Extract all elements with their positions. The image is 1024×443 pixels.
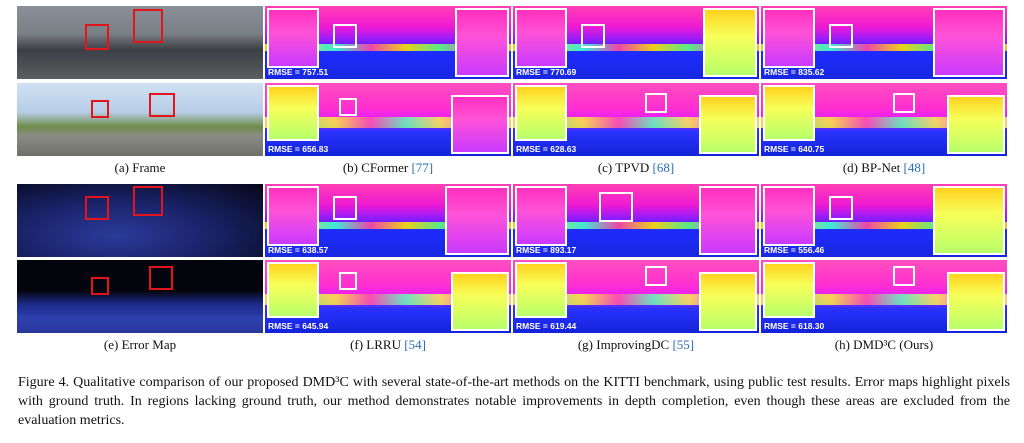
caption-tpvd: (c) TPVD [68] bbox=[597, 160, 675, 175]
figure-caption: Figure 4. Qualitative comparison of our … bbox=[18, 375, 1010, 428]
zoom-region bbox=[829, 24, 853, 48]
caption-bpnet: (d) BP-Net [48] bbox=[842, 160, 926, 175]
error-map-top bbox=[17, 184, 263, 257]
highlight-box bbox=[149, 93, 175, 117]
zoom-region bbox=[339, 98, 357, 116]
depth-map-top: RMSE = 835.62 bbox=[761, 6, 1007, 79]
highlight-box bbox=[133, 186, 163, 216]
zoom-inset bbox=[445, 186, 509, 255]
zoom-inset bbox=[933, 8, 1005, 77]
depth-map-bottom: RMSE = 640.75 bbox=[761, 83, 1007, 156]
zoom-inset bbox=[763, 8, 815, 68]
zoom-region bbox=[339, 272, 357, 290]
depth-map-top: RMSE = 638.57 bbox=[265, 184, 511, 257]
zoom-inset bbox=[763, 85, 815, 141]
caption-frame: (a) Frame bbox=[114, 160, 166, 175]
zoom-region bbox=[645, 93, 667, 113]
caption-error-map: (e) Error Map bbox=[103, 337, 177, 352]
highlight-box bbox=[85, 24, 109, 50]
caption-cformer: (b) CFormer [77] bbox=[342, 160, 434, 175]
error-map-bottom bbox=[17, 260, 263, 333]
caption-dmd3c: (h) DMD³C (Ours) bbox=[834, 337, 934, 352]
highlight-box bbox=[133, 9, 163, 43]
zoom-inset bbox=[933, 186, 1005, 255]
rmse-label: RMSE = 757.51 bbox=[268, 67, 329, 77]
zoom-region bbox=[893, 266, 915, 286]
highlight-box bbox=[149, 266, 173, 290]
zoom-region bbox=[333, 196, 357, 220]
rmse-label: RMSE = 619.44 bbox=[516, 321, 577, 331]
depth-map-bottom: RMSE = 645.94 bbox=[265, 260, 511, 333]
zoom-inset bbox=[763, 262, 815, 318]
citation-link[interactable]: [68] bbox=[652, 160, 675, 175]
depth-map-bottom: RMSE = 619.44 bbox=[513, 260, 759, 333]
rmse-label: RMSE = 770.69 bbox=[516, 67, 577, 77]
zoom-region bbox=[829, 196, 853, 220]
zoom-inset bbox=[455, 8, 509, 77]
zoom-inset bbox=[515, 85, 567, 141]
rmse-label: RMSE = 638.57 bbox=[268, 245, 329, 255]
depth-map-bottom: RMSE = 628.63 bbox=[513, 83, 759, 156]
highlight-box bbox=[91, 100, 109, 118]
zoom-inset bbox=[267, 8, 319, 68]
depth-map-top: RMSE = 556.46 bbox=[761, 184, 1007, 257]
rmse-label: RMSE = 628.63 bbox=[516, 144, 577, 154]
zoom-inset bbox=[947, 272, 1005, 331]
citation-link[interactable]: [48] bbox=[903, 160, 926, 175]
depth-map-top: RMSE = 893.17 bbox=[513, 184, 759, 257]
zoom-region bbox=[581, 24, 605, 48]
zoom-inset bbox=[515, 262, 567, 318]
zoom-inset bbox=[703, 8, 757, 77]
frame-image-top bbox=[17, 6, 263, 79]
zoom-inset bbox=[515, 186, 567, 246]
highlight-box bbox=[91, 277, 109, 295]
zoom-inset bbox=[267, 186, 319, 246]
rmse-label: RMSE = 656.83 bbox=[268, 144, 329, 154]
zoom-region bbox=[599, 192, 633, 222]
rmse-label: RMSE = 645.94 bbox=[268, 321, 329, 331]
citation-link[interactable]: [55] bbox=[672, 337, 695, 352]
rmse-label: RMSE = 556.46 bbox=[764, 245, 825, 255]
zoom-inset bbox=[451, 95, 509, 154]
zoom-inset bbox=[515, 8, 567, 68]
zoom-inset bbox=[699, 95, 757, 154]
caption-improvingdc: (g) ImprovingDC [55] bbox=[577, 337, 695, 352]
citation-link[interactable]: [77] bbox=[411, 160, 434, 175]
rmse-label: RMSE = 893.17 bbox=[516, 245, 577, 255]
zoom-inset bbox=[451, 272, 509, 331]
rmse-label: RMSE = 640.75 bbox=[764, 144, 825, 154]
highlight-box bbox=[85, 196, 109, 220]
depth-map-top: RMSE = 757.51 bbox=[265, 6, 511, 79]
citation-link[interactable]: [54] bbox=[404, 337, 426, 352]
zoom-inset bbox=[699, 186, 757, 255]
depth-map-top: RMSE = 770.69 bbox=[513, 6, 759, 79]
zoom-inset bbox=[699, 272, 757, 331]
rmse-label: RMSE = 618.30 bbox=[764, 321, 825, 331]
frame-image-bottom bbox=[17, 83, 263, 156]
zoom-inset bbox=[267, 85, 319, 141]
depth-map-bottom: RMSE = 618.30 bbox=[761, 260, 1007, 333]
zoom-inset bbox=[763, 186, 815, 246]
zoom-region bbox=[333, 24, 357, 48]
depth-map-bottom: RMSE = 656.83 bbox=[265, 83, 511, 156]
zoom-region bbox=[645, 266, 667, 286]
zoom-inset bbox=[947, 95, 1005, 154]
zoom-inset bbox=[267, 262, 319, 318]
zoom-region bbox=[893, 93, 915, 113]
rmse-label: RMSE = 835.62 bbox=[764, 67, 825, 77]
caption-lrru: (f) LRRU [54] bbox=[350, 337, 426, 352]
